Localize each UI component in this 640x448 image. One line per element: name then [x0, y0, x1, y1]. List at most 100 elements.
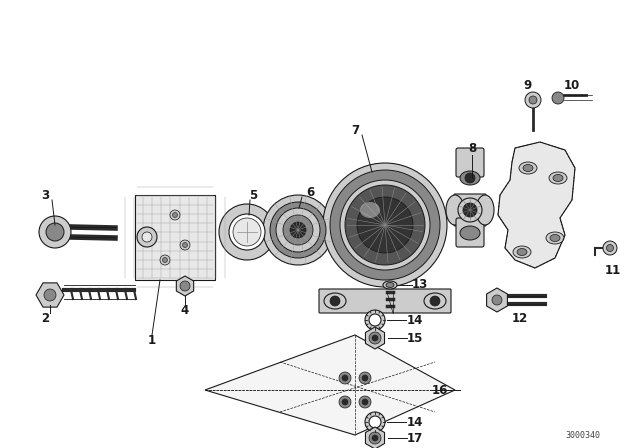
Text: 13: 13 — [412, 279, 428, 292]
Ellipse shape — [386, 283, 394, 288]
Circle shape — [603, 241, 617, 255]
Circle shape — [137, 227, 157, 247]
Circle shape — [362, 399, 368, 405]
Ellipse shape — [424, 293, 446, 309]
Text: 12: 12 — [512, 311, 528, 324]
Ellipse shape — [553, 175, 563, 181]
FancyBboxPatch shape — [319, 289, 451, 313]
Circle shape — [525, 92, 541, 108]
Ellipse shape — [476, 195, 494, 225]
FancyBboxPatch shape — [454, 194, 486, 226]
Circle shape — [330, 296, 340, 306]
Circle shape — [160, 255, 170, 265]
Circle shape — [369, 416, 381, 428]
FancyBboxPatch shape — [456, 218, 484, 247]
Text: 6: 6 — [306, 185, 314, 198]
Circle shape — [339, 396, 351, 408]
Text: 15: 15 — [407, 332, 423, 345]
Circle shape — [365, 412, 385, 432]
Circle shape — [263, 195, 333, 265]
Circle shape — [369, 432, 381, 444]
Ellipse shape — [549, 172, 567, 184]
Circle shape — [529, 96, 537, 104]
Circle shape — [372, 435, 378, 441]
Circle shape — [323, 163, 447, 287]
Ellipse shape — [446, 195, 464, 225]
Polygon shape — [486, 288, 508, 312]
Circle shape — [270, 202, 326, 258]
Polygon shape — [498, 142, 575, 268]
Ellipse shape — [517, 249, 527, 255]
Circle shape — [458, 198, 482, 222]
Circle shape — [369, 332, 381, 344]
Circle shape — [342, 399, 348, 405]
Text: 10: 10 — [564, 78, 580, 91]
Text: 7: 7 — [351, 124, 359, 137]
Circle shape — [233, 218, 261, 246]
Text: 14: 14 — [407, 415, 423, 428]
Circle shape — [359, 372, 371, 384]
Circle shape — [283, 215, 313, 245]
Text: 1: 1 — [148, 333, 156, 346]
Circle shape — [465, 173, 475, 183]
Ellipse shape — [324, 293, 346, 309]
Text: 14: 14 — [407, 314, 423, 327]
Circle shape — [330, 170, 440, 280]
Text: 2: 2 — [41, 311, 49, 324]
Polygon shape — [365, 427, 385, 448]
Ellipse shape — [460, 226, 480, 240]
Circle shape — [365, 310, 385, 330]
Circle shape — [369, 314, 381, 326]
Text: 17: 17 — [407, 431, 423, 444]
Circle shape — [173, 212, 177, 217]
Circle shape — [492, 295, 502, 305]
Text: 3: 3 — [41, 189, 49, 202]
Polygon shape — [135, 195, 215, 280]
Ellipse shape — [513, 246, 531, 258]
Ellipse shape — [460, 171, 480, 185]
Text: 4: 4 — [181, 303, 189, 316]
Circle shape — [46, 223, 64, 241]
Text: 9: 9 — [524, 78, 532, 91]
Circle shape — [163, 258, 168, 263]
Circle shape — [607, 245, 614, 251]
Circle shape — [39, 216, 71, 248]
Circle shape — [276, 208, 320, 252]
Text: 11: 11 — [605, 263, 621, 276]
Circle shape — [359, 396, 371, 408]
Text: 3000340: 3000340 — [565, 431, 600, 439]
Ellipse shape — [546, 232, 564, 244]
Circle shape — [182, 242, 188, 247]
Circle shape — [357, 197, 413, 253]
Text: 5: 5 — [249, 189, 257, 202]
Circle shape — [430, 296, 440, 306]
Circle shape — [345, 185, 425, 265]
Ellipse shape — [383, 281, 397, 289]
Polygon shape — [365, 327, 385, 349]
Circle shape — [180, 240, 190, 250]
Polygon shape — [205, 335, 455, 435]
Circle shape — [290, 222, 306, 238]
FancyBboxPatch shape — [456, 148, 484, 177]
Circle shape — [180, 281, 190, 291]
Polygon shape — [177, 276, 194, 296]
Circle shape — [339, 372, 351, 384]
Circle shape — [362, 375, 368, 381]
Circle shape — [219, 204, 275, 260]
Circle shape — [229, 214, 265, 250]
Circle shape — [142, 232, 152, 242]
Circle shape — [372, 335, 378, 341]
Circle shape — [342, 375, 348, 381]
Text: 16: 16 — [432, 383, 448, 396]
Text: 8: 8 — [468, 142, 476, 155]
Circle shape — [44, 289, 56, 301]
Ellipse shape — [550, 234, 560, 241]
Ellipse shape — [360, 202, 380, 218]
Circle shape — [463, 203, 477, 217]
Ellipse shape — [523, 164, 533, 172]
Polygon shape — [36, 283, 64, 307]
Circle shape — [170, 210, 180, 220]
Circle shape — [340, 180, 430, 270]
Circle shape — [552, 92, 564, 104]
Ellipse shape — [519, 162, 537, 174]
